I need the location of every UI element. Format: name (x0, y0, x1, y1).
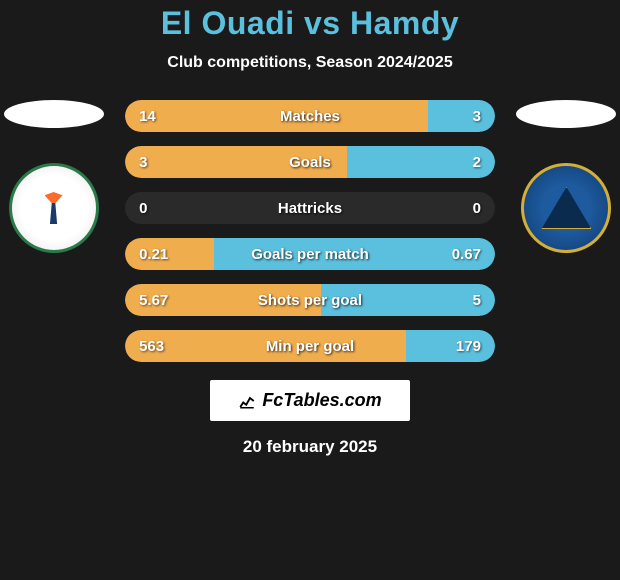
right-column (513, 100, 620, 253)
page-title: El Ouadi vs Hamdy (161, 5, 459, 42)
stat-value-right: 5 (473, 292, 481, 309)
bar-right (406, 330, 495, 362)
stat-label: Hattricks (278, 200, 342, 217)
stat-value-right: 179 (456, 338, 481, 355)
stat-row: 3 2 Goals (125, 146, 495, 178)
stat-value-right: 0.67 (452, 246, 481, 263)
bar-left (125, 100, 428, 132)
flag-right (516, 100, 616, 128)
stat-value-left: 563 (139, 338, 164, 355)
stat-value-right: 0 (473, 200, 481, 217)
stat-value-left: 0 (139, 200, 147, 217)
footer-date: 20 february 2025 (243, 437, 377, 457)
chart-icon (238, 392, 256, 410)
main-area: 14 3 Matches 3 2 Goals 0 0 Hattricks 0.21 0.67 Goal… (0, 100, 620, 362)
pyramid-icon (541, 187, 591, 229)
club-badge-right (521, 163, 611, 253)
stat-value-left: 3 (139, 154, 147, 171)
badge-left-inner (24, 178, 84, 238)
stat-label: Matches (280, 108, 340, 125)
stat-value-left: 14 (139, 108, 156, 125)
stats-column: 14 3 Matches 3 2 Goals 0 0 Hattricks 0.21 0.67 Goal… (125, 100, 495, 362)
title-vs: vs (304, 5, 341, 41)
stat-row: 563 179 Min per goal (125, 330, 495, 362)
stat-value-left: 0.21 (139, 246, 168, 263)
left-column (0, 100, 107, 253)
stat-label: Shots per goal (258, 292, 362, 309)
subtitle: Club competitions, Season 2024/2025 (167, 54, 452, 72)
stat-label: Min per goal (266, 338, 354, 355)
title-player1: El Ouadi (161, 5, 295, 41)
title-player2: Hamdy (350, 5, 459, 41)
stat-row: 0 0 Hattricks (125, 192, 495, 224)
stat-row: 5.67 5 Shots per goal (125, 284, 495, 316)
bar-right (428, 100, 495, 132)
stat-label: Goals (289, 154, 331, 171)
torch-icon (45, 192, 63, 224)
stat-value-right: 3 (473, 108, 481, 125)
stat-row: 0.21 0.67 Goals per match (125, 238, 495, 270)
stat-value-left: 5.67 (139, 292, 168, 309)
flag-left (4, 100, 104, 128)
stat-row: 14 3 Matches (125, 100, 495, 132)
stat-value-right: 2 (473, 154, 481, 171)
club-badge-left (9, 163, 99, 253)
stat-label: Goals per match (251, 246, 369, 263)
footer-logo: FcTables.com (210, 380, 409, 421)
footer-logo-text: FcTables.com (262, 390, 381, 411)
comparison-infographic: El Ouadi vs Hamdy Club competitions, Sea… (0, 0, 620, 580)
